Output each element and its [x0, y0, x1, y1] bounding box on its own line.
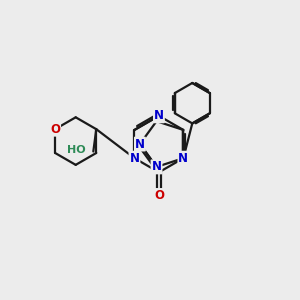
Text: HO: HO [67, 145, 86, 155]
Text: N: N [135, 138, 145, 151]
Text: O: O [154, 189, 164, 202]
Text: N: N [130, 152, 140, 165]
Text: O: O [50, 123, 60, 136]
Text: N: N [154, 109, 164, 122]
Text: N: N [178, 152, 188, 165]
Text: N: N [152, 160, 161, 173]
